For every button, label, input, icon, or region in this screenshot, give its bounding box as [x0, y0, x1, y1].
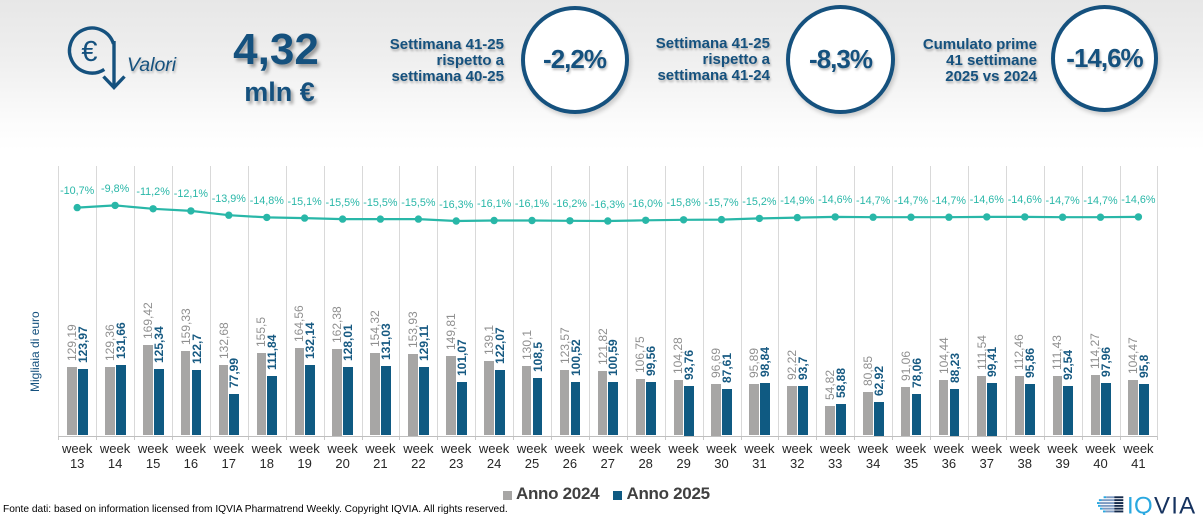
svg-text:€: €: [81, 36, 97, 68]
svg-text:I: I: [1127, 494, 1134, 515]
svg-text:VIA: VIA: [1154, 494, 1196, 515]
svg-text:Q: Q: [1134, 494, 1153, 515]
